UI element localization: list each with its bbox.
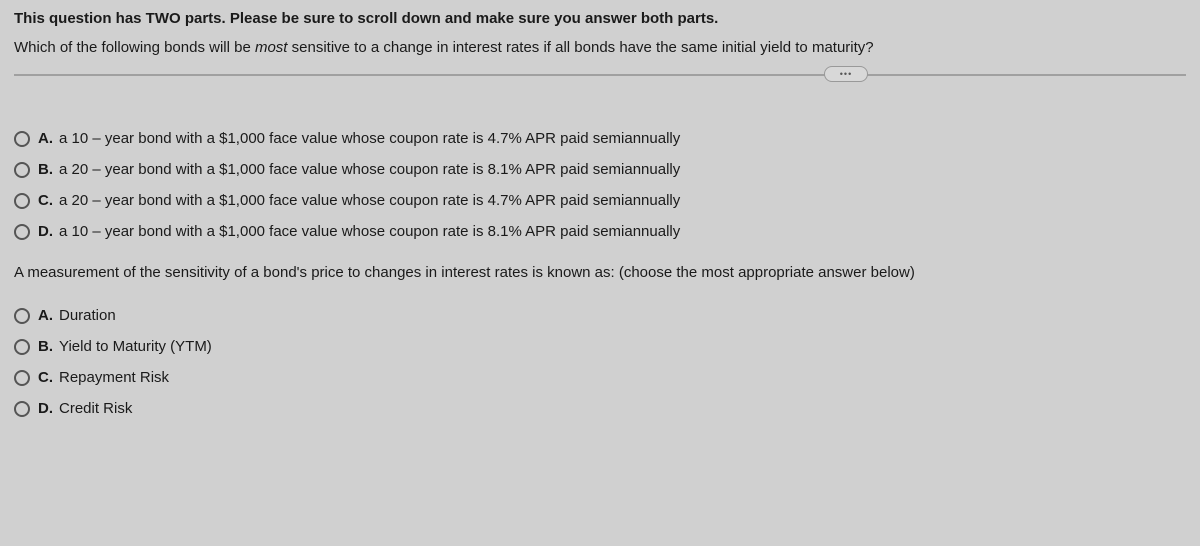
part1-option-c[interactable]: C. a 20 – year bond with a $1,000 face v… [14,192,1186,209]
option-letter: B. [38,338,53,355]
question-part1-post: sensitive to a change in interest rates … [287,39,873,56]
part2-option-b[interactable]: B. Yield to Maturity (YTM) [14,338,1186,355]
instruction-text: This question has TWO parts. Please be s… [14,10,1186,27]
opt-mid: 20 – year [72,192,135,209]
radio-q1-c[interactable] [14,193,30,209]
radio-q1-a[interactable] [14,131,30,147]
option-text: a 10 – year bond with a $1,000 face valu… [59,130,1186,147]
option-letter: D. [38,400,53,417]
option-text: Duration [59,307,1186,324]
option-letter: C. [38,192,53,209]
part2-option-a[interactable]: A. Duration [14,307,1186,324]
option-text: a 20 – year bond with a $1,000 face valu… [59,161,1186,178]
opt-mid: 10 – year [72,130,135,147]
ellipsis-button[interactable]: ••• [824,66,868,82]
part1-options-group: A. a 10 – year bond with a $1,000 face v… [14,130,1186,240]
opt-pre: a [59,161,72,178]
option-text: Credit Risk [59,400,1186,417]
question-part1-emphasis: most [255,39,288,56]
option-letter: B. [38,161,53,178]
opt-pre: a [59,192,72,209]
part1-option-b[interactable]: B. a 20 – year bond with a $1,000 face v… [14,161,1186,178]
option-letter: D. [38,223,53,240]
radio-q2-a[interactable] [14,308,30,324]
opt-post: bond with a $1,000 face value whose coup… [134,130,680,147]
option-letter: A. [38,130,53,147]
part2-options-group: A. Duration B. Yield to Maturity (YTM) C… [14,307,1186,417]
opt-post: bond with a $1,000 face value whose coup… [134,192,680,209]
option-text: Yield to Maturity (YTM) [59,338,1186,355]
part2-option-c[interactable]: C. Repayment Risk [14,369,1186,386]
part2-option-d[interactable]: D. Credit Risk [14,400,1186,417]
divider-container: ••• [14,74,1186,86]
opt-mid: 20 – year [72,161,135,178]
question-part1-pre: Which of the following bonds will be [14,39,255,56]
part1-option-a[interactable]: A. a 10 – year bond with a $1,000 face v… [14,130,1186,147]
opt-mid: 10 – year [72,223,135,240]
option-text: a 10 – year bond with a $1,000 face valu… [59,223,1186,240]
option-text: Repayment Risk [59,369,1186,386]
radio-q2-b[interactable] [14,339,30,355]
part1-option-d[interactable]: D. a 10 – year bond with a $1,000 face v… [14,223,1186,240]
option-letter: C. [38,369,53,386]
section-divider [14,74,1186,76]
question-part2: A measurement of the sensitivity of a bo… [14,264,1186,281]
opt-post: bond with a $1,000 face value whose coup… [134,161,680,178]
opt-pre: a [59,130,72,147]
option-text: a 20 – year bond with a $1,000 face valu… [59,192,1186,209]
radio-q1-d[interactable] [14,224,30,240]
option-letter: A. [38,307,53,324]
radio-q1-b[interactable] [14,162,30,178]
opt-post: bond with a $1,000 face value whose coup… [134,223,680,240]
radio-q2-c[interactable] [14,370,30,386]
radio-q2-d[interactable] [14,401,30,417]
opt-pre: a [59,223,72,240]
question-part1: Which of the following bonds will be mos… [14,39,1186,56]
